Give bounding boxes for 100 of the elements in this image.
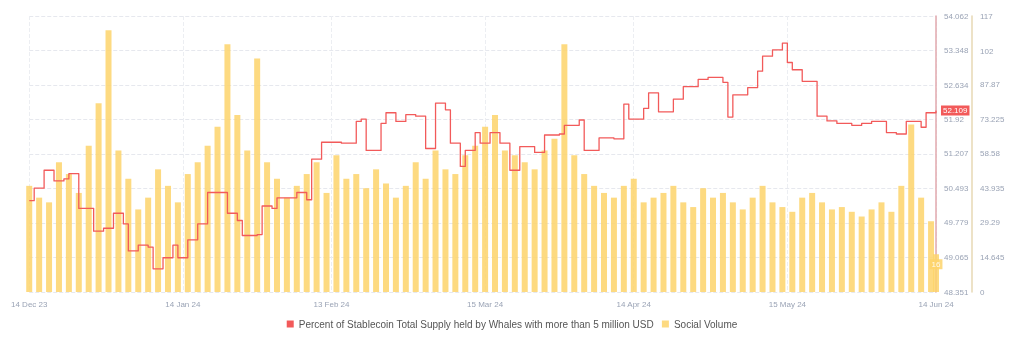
bar — [273, 178, 280, 292]
bar — [65, 174, 72, 292]
bar — [353, 174, 360, 292]
y2-tick-label: 102 — [980, 46, 994, 56]
bar — [55, 162, 62, 292]
bar — [382, 183, 389, 292]
bar — [838, 207, 845, 292]
bar — [670, 185, 677, 292]
bar — [452, 174, 459, 292]
bar — [878, 202, 885, 292]
bar — [402, 185, 409, 292]
bar — [492, 115, 498, 292]
x-tick-label: 15 May 24 — [768, 299, 807, 309]
bar — [283, 197, 290, 292]
bar — [729, 202, 736, 292]
bar — [690, 207, 697, 292]
bar — [145, 197, 152, 292]
bar — [115, 150, 122, 292]
bar — [819, 202, 826, 292]
bar — [581, 174, 588, 292]
bar — [442, 169, 449, 292]
bar — [254, 58, 261, 292]
bar — [918, 197, 925, 292]
bar — [194, 162, 201, 292]
y-tick-label: 49.065 — [944, 252, 970, 262]
bar — [75, 192, 82, 292]
x-tick-label: 14 Apr 24 — [616, 299, 652, 309]
bar — [482, 126, 489, 292]
x-tick-label: 14 Jun 24 — [918, 299, 955, 309]
bar — [759, 185, 766, 292]
bar — [85, 145, 92, 292]
y2-tick-label: 43.935 — [980, 183, 1006, 193]
x-tick-label: 15 Mar 24 — [467, 299, 504, 309]
y2-tick-label: 58.58 — [980, 149, 1001, 159]
bar — [303, 174, 310, 292]
bar — [858, 216, 865, 292]
bar — [472, 145, 479, 292]
legend-label: Social Volume — [673, 318, 738, 330]
y-tick-label: 54.062 — [944, 11, 970, 21]
bar — [789, 211, 796, 292]
bar — [204, 145, 211, 292]
x-tick-label: 13 Feb 24 — [313, 299, 351, 309]
bar — [601, 192, 608, 292]
data-label: 16 — [931, 259, 941, 269]
bar — [749, 197, 756, 292]
bar — [799, 197, 806, 292]
bar — [719, 192, 726, 292]
bar — [521, 162, 528, 292]
bar — [541, 150, 548, 292]
bar — [432, 150, 439, 292]
y-tick-label: 52.634 — [944, 80, 970, 90]
y-tick-label: 50.493 — [944, 183, 970, 193]
bar — [224, 44, 231, 292]
legend-label: Percent of Stablecoin Total Supply held by Whales with more than 5 million USD — [298, 318, 654, 330]
bar — [610, 197, 617, 292]
x-tick-label: 14 Jan 24 — [165, 299, 201, 309]
y2-tick-label: 29.29 — [980, 218, 1001, 228]
bar — [898, 185, 905, 292]
bar — [680, 202, 687, 292]
y-tick-label: 51.207 — [944, 149, 970, 159]
y-tick-label: 51.92 — [944, 115, 965, 125]
y-tick-label: 48.351 — [944, 287, 970, 297]
bar — [95, 103, 102, 292]
bar — [373, 169, 380, 292]
bar — [888, 211, 895, 292]
bar — [660, 192, 667, 292]
bar — [779, 207, 786, 292]
bar — [313, 162, 320, 292]
bar — [343, 178, 350, 292]
bar — [571, 155, 578, 292]
bar — [264, 162, 271, 292]
bar — [174, 202, 181, 292]
bar — [908, 124, 915, 292]
y2-tick-label: 73.225 — [980, 114, 1006, 124]
bar — [848, 211, 855, 292]
bar — [164, 185, 171, 292]
data-label: 52.109 — [943, 105, 969, 115]
bar — [105, 30, 112, 292]
y2-tick-label: 87.87 — [980, 80, 1001, 90]
bar — [214, 126, 221, 292]
bar — [26, 185, 33, 292]
bar — [739, 209, 746, 292]
bar — [551, 138, 558, 292]
bar — [422, 178, 429, 292]
bar — [630, 178, 637, 292]
bar — [591, 185, 598, 292]
y2-tick-label: 0 — [980, 287, 985, 297]
bar — [155, 169, 162, 292]
bar — [531, 169, 538, 292]
bar — [184, 174, 191, 292]
bar — [323, 192, 330, 292]
bar — [392, 197, 399, 292]
bar — [46, 202, 53, 292]
bar — [333, 155, 340, 292]
bar — [809, 192, 816, 292]
bar — [244, 150, 251, 292]
bar — [511, 155, 518, 292]
y2-tick-label: 117 — [980, 11, 994, 21]
bar — [561, 44, 568, 292]
bar — [650, 197, 657, 292]
